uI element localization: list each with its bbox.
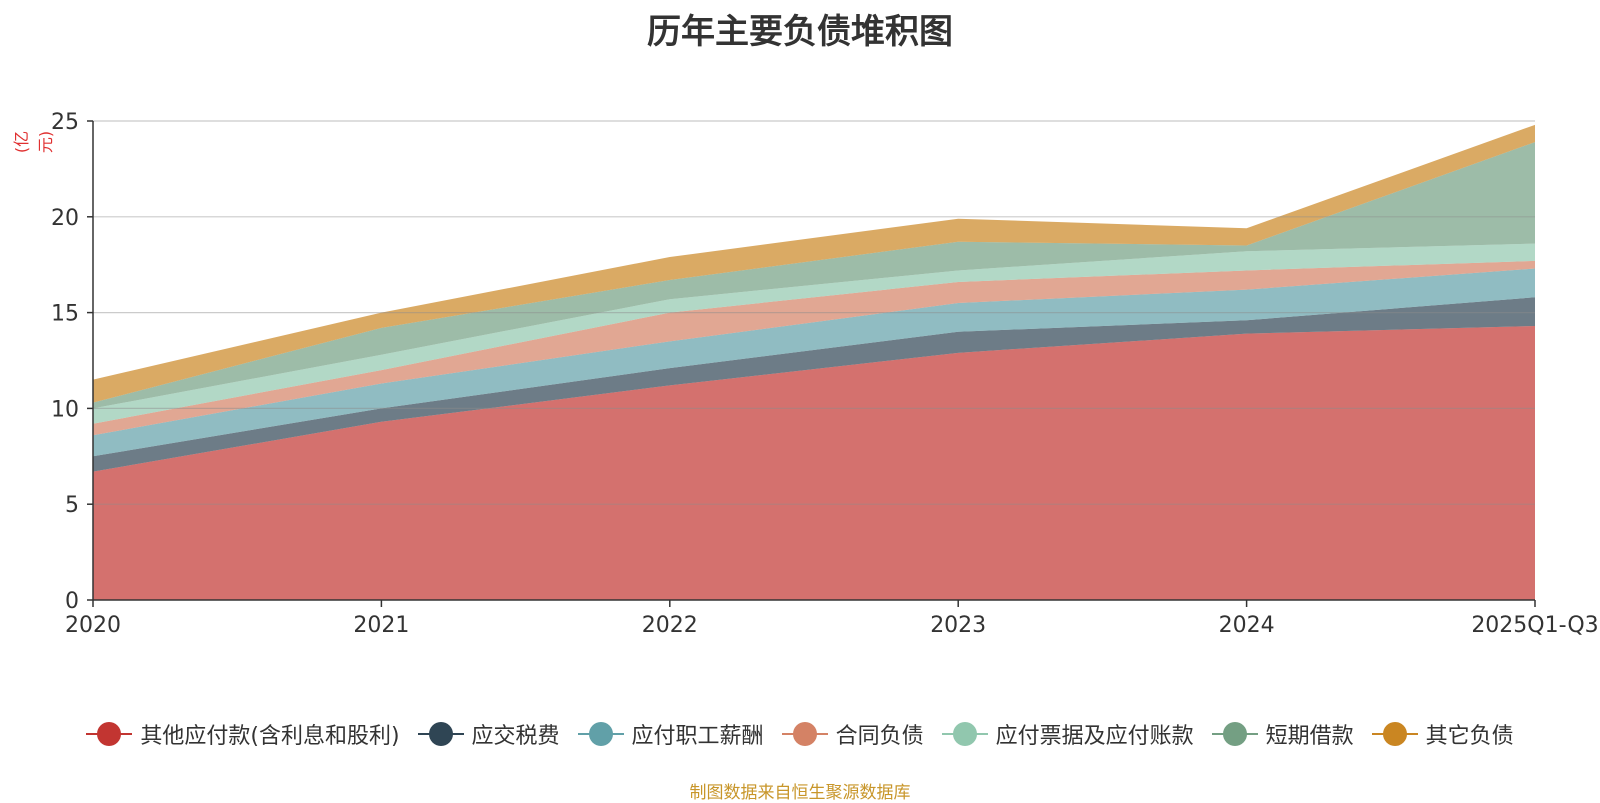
y-tick-label-4: 20 bbox=[51, 206, 79, 231]
data-source-note: 制图数据来自恒生聚源数据库 bbox=[689, 783, 911, 803]
legend-marker-icon bbox=[1211, 722, 1258, 746]
area-series-3 bbox=[93, 260, 1535, 436]
legend-item-2[interactable]: 应付职工薪酬 bbox=[577, 718, 764, 750]
legend-label: 应付票据及应付账款 bbox=[995, 724, 1194, 749]
legend-label: 应交税费 bbox=[471, 724, 560, 749]
legend-marker-icon bbox=[417, 722, 464, 746]
legend-label: 其他应付款(含利息和股利) bbox=[140, 724, 400, 749]
legend-label: 短期借款 bbox=[1265, 724, 1354, 749]
area-series-1 bbox=[93, 297, 1535, 472]
legend-item-5[interactable]: 短期借款 bbox=[1211, 718, 1354, 750]
chart-title: 历年主要负债堆积图 bbox=[647, 12, 953, 52]
legend-label: 应付职工薪酬 bbox=[631, 724, 764, 749]
y-tick-label-3: 15 bbox=[51, 302, 79, 327]
x-tick-label-2: 2022 bbox=[642, 613, 698, 638]
y-tick-label-0: 0 bbox=[65, 589, 79, 614]
area-series-0 bbox=[93, 326, 1535, 600]
area-series-2 bbox=[93, 268, 1535, 457]
x-tick-label-4: 2024 bbox=[1219, 613, 1275, 638]
legend-item-3[interactable]: 合同负债 bbox=[781, 718, 924, 750]
legend-marker-icon bbox=[577, 722, 624, 746]
x-tick-label-3: 2023 bbox=[930, 613, 986, 638]
legend-label: 合同负债 bbox=[835, 724, 924, 749]
x-tick-label-1: 2021 bbox=[353, 613, 409, 638]
y-tick-label-1: 5 bbox=[65, 493, 79, 518]
legend-item-0[interactable]: 其他应付款(含利息和股利) bbox=[86, 718, 400, 750]
y-tick-label-5: 25 bbox=[51, 110, 79, 135]
legend-label: 其它负债 bbox=[1425, 724, 1514, 749]
legend-item-4[interactable]: 应付票据及应付账款 bbox=[941, 718, 1194, 750]
y-tick-label-2: 10 bbox=[51, 397, 79, 422]
legend-item-1[interactable]: 应交税费 bbox=[417, 718, 560, 750]
chart-legend: 其他应付款(含利息和股利) 应交税费 应付职工薪酬 合同负债 应付票据及应付账款 短期借款… bbox=[0, 716, 1600, 752]
legend-item-6[interactable]: 其它负债 bbox=[1371, 718, 1514, 750]
area-series-4 bbox=[93, 243, 1535, 424]
legend-marker-icon bbox=[86, 722, 133, 746]
legend-marker-icon bbox=[941, 722, 988, 746]
legend-marker-icon bbox=[1371, 722, 1418, 746]
legend-marker-icon bbox=[781, 722, 828, 746]
x-tick-label-0: 2020 bbox=[65, 613, 121, 638]
x-tick-label-5: 2025Q1-Q3 bbox=[1471, 613, 1598, 638]
area-series-5 bbox=[93, 142, 1535, 409]
